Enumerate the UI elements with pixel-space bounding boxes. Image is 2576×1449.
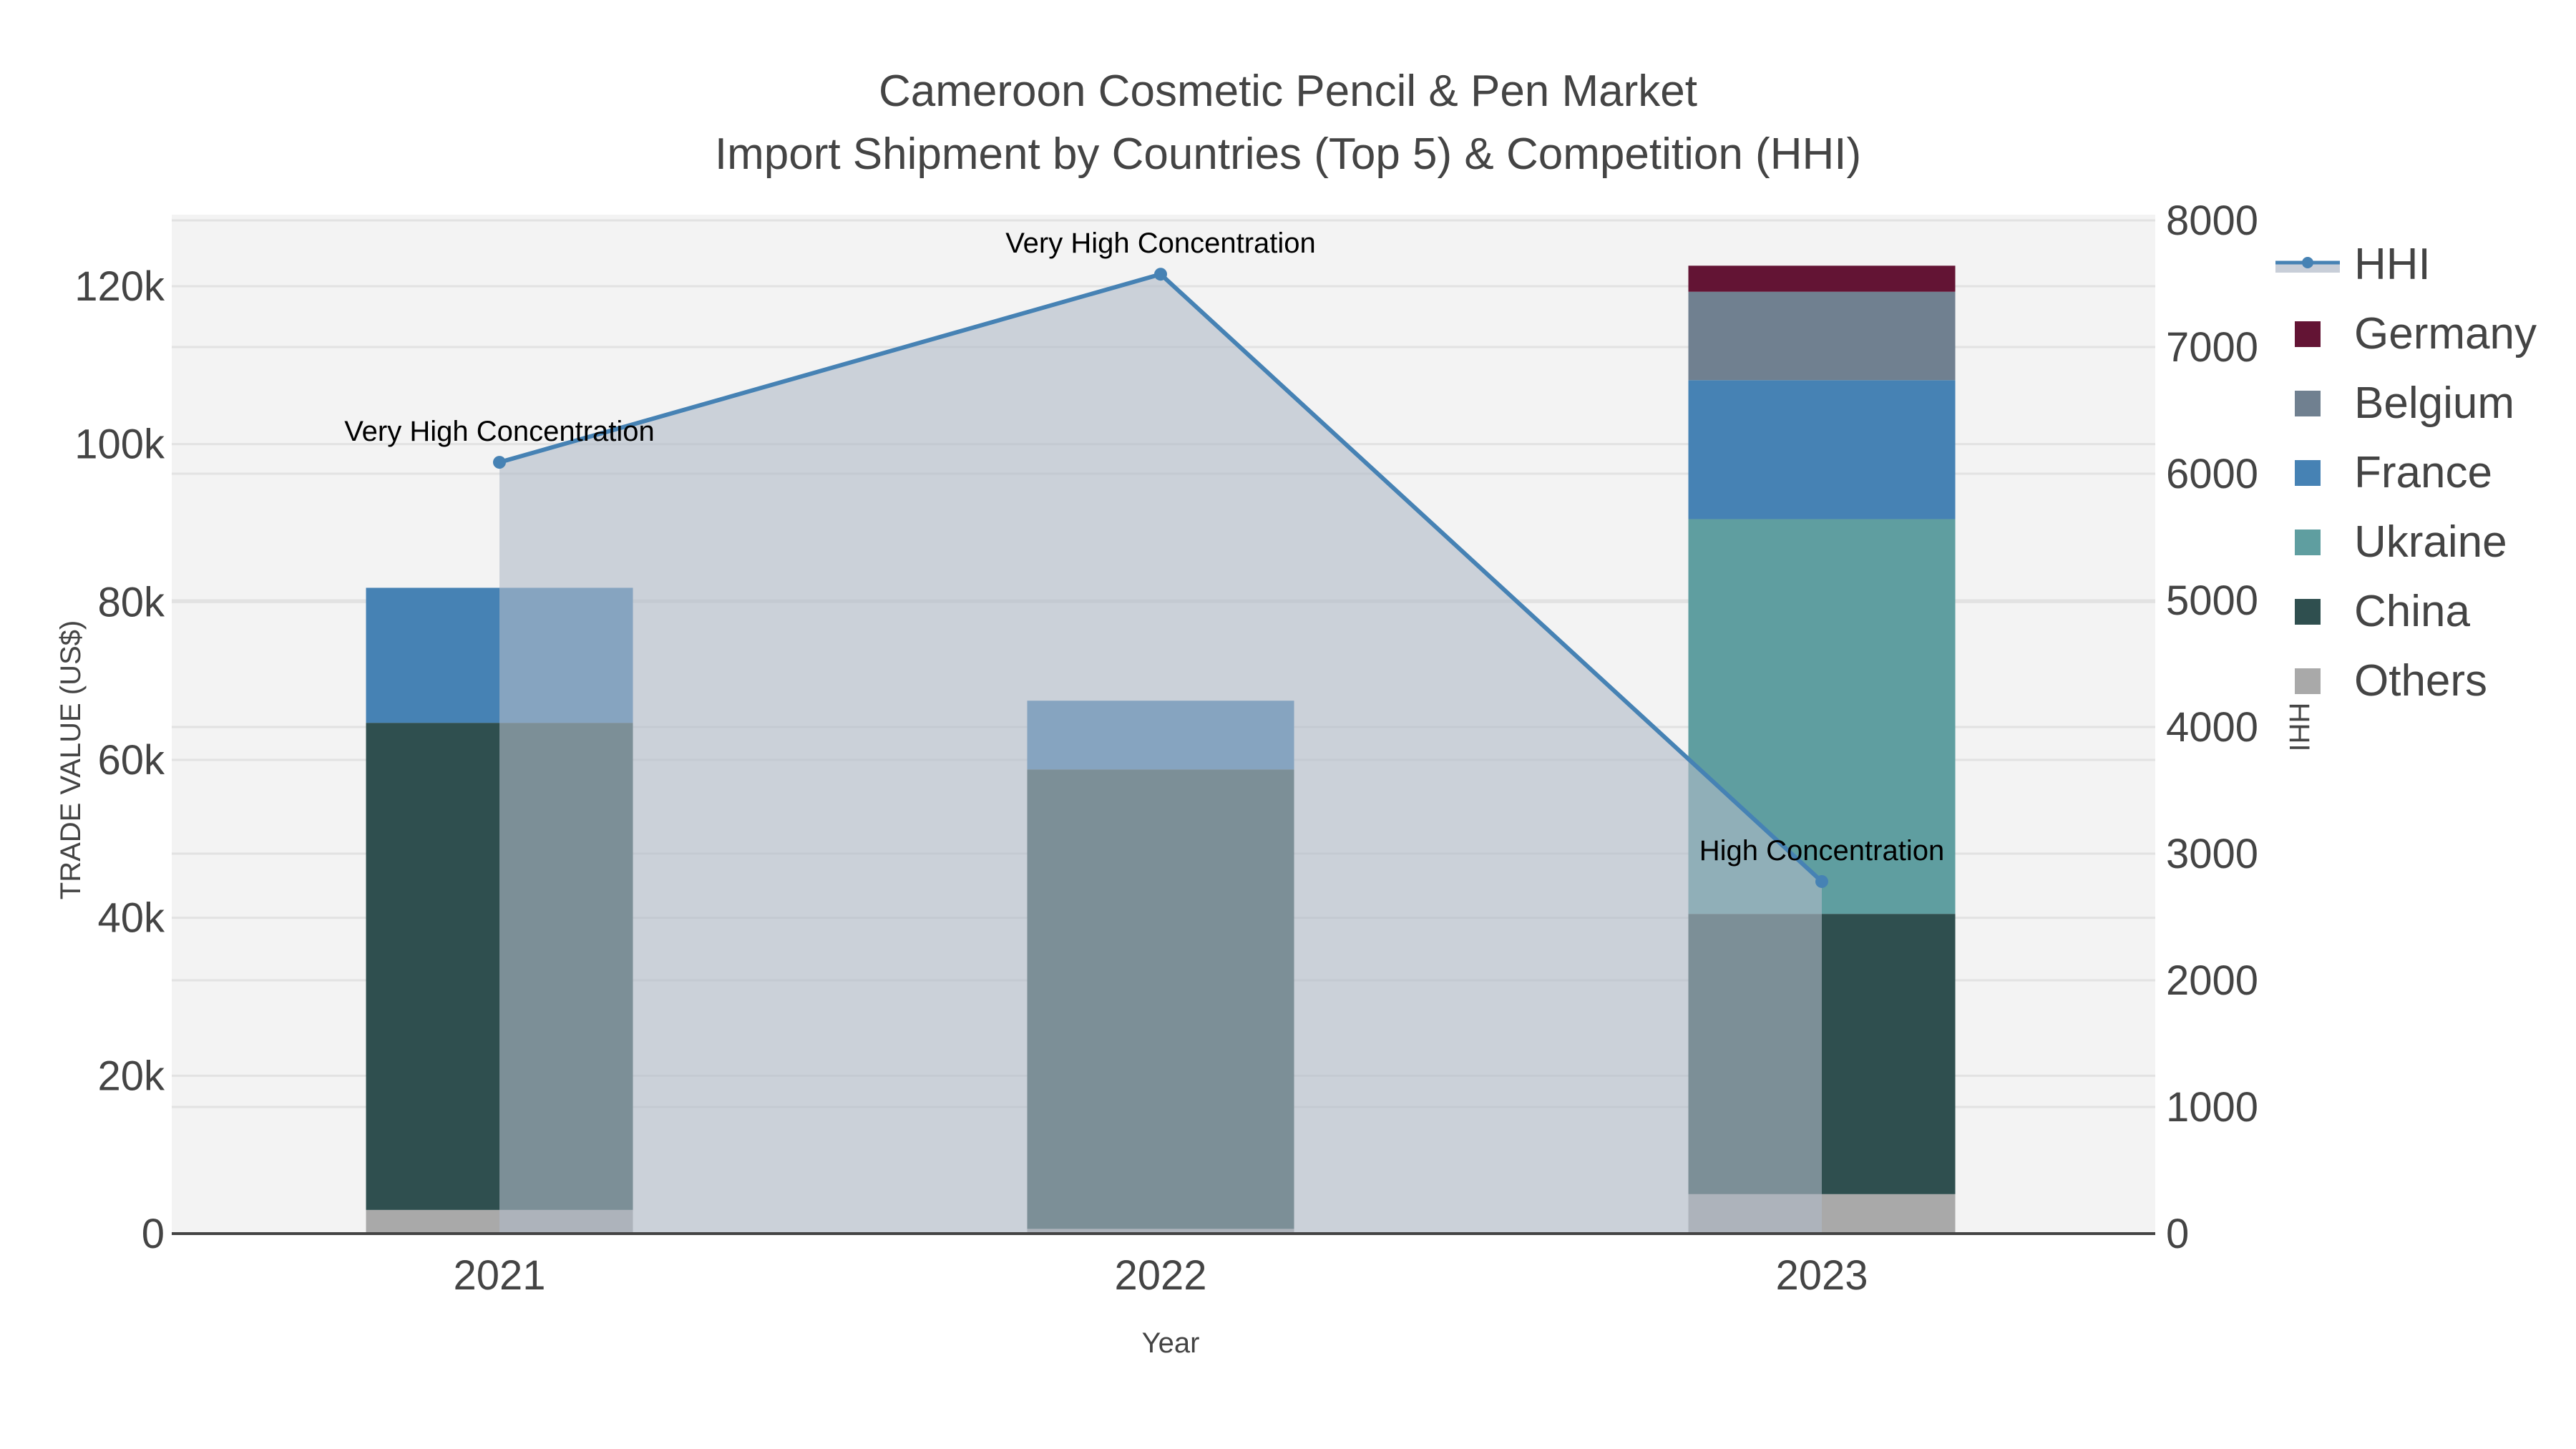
y-right-tick: 2000 — [2166, 957, 2258, 1004]
y-right-axis-title: HHI — [2283, 703, 2315, 752]
hhi-annotation: Very High Concentration — [1005, 228, 1316, 259]
legend-swatch-icon — [2295, 668, 2321, 694]
y-left-axis-title: TRADE VALUE (US$) — [55, 620, 87, 899]
y-right-tick: 8000 — [2166, 197, 2258, 244]
legend-label: HHI — [2354, 240, 2431, 289]
chart-title-line2: Import Shipment by Countries (Top 5) & C… — [714, 130, 1862, 179]
y-right-tick: 5000 — [2166, 577, 2258, 624]
y-right-tick: 7000 — [2166, 324, 2258, 371]
y-left-tick: 120k — [74, 263, 165, 310]
legend-swatch-icon — [2295, 460, 2321, 486]
hhi-annotation: High Concentration — [1699, 835, 1944, 867]
bar-segment-germany-2023[interactable] — [1688, 265, 1956, 292]
hhi-marker[interactable] — [1154, 268, 1167, 281]
legend-label: China — [2354, 587, 2470, 636]
x-tick: 2023 — [1775, 1252, 1868, 1299]
y-right-tick: 1000 — [2166, 1084, 2258, 1131]
y-left-tick: 100k — [74, 421, 165, 468]
y-left-tick: 60k — [97, 737, 165, 784]
y-left-tick: 80k — [97, 579, 165, 625]
legend-swatch-icon — [2295, 321, 2321, 347]
legend-label: Ukraine — [2354, 517, 2507, 567]
legend-label: France — [2354, 448, 2492, 497]
legend-label: Belgium — [2354, 379, 2514, 428]
x-tick: 2022 — [1114, 1252, 1206, 1299]
y-left-tick: 0 — [142, 1211, 165, 1257]
legend-label: Others — [2354, 656, 2488, 706]
bar-segment-belgium-2023[interactable] — [1688, 291, 1956, 381]
x-tick: 2021 — [453, 1252, 545, 1299]
y-right-tick: 0 — [2166, 1211, 2189, 1257]
hhi-area — [499, 274, 1822, 1234]
legend-label: Germany — [2354, 309, 2537, 358]
x-axis-title: Year — [1142, 1327, 1200, 1359]
y-right-tick: 3000 — [2166, 831, 2258, 877]
legend-swatch-icon — [2295, 391, 2321, 416]
legend-swatch-icon — [2295, 599, 2321, 625]
hhi-marker[interactable] — [1815, 874, 1828, 888]
legend-swatch-icon — [2295, 530, 2321, 555]
line-marker-icon — [2275, 253, 2340, 275]
y-left-tick: 20k — [97, 1053, 165, 1099]
hhi-annotation: Very High Concentration — [344, 416, 655, 447]
chart-title-line1: Cameroon Cosmetic Pencil & Pen Market — [878, 67, 1697, 116]
y-right-tick: 6000 — [2166, 451, 2258, 497]
y-left-tick: 40k — [97, 895, 165, 942]
hhi-marker[interactable] — [493, 456, 506, 469]
bar-segment-france-2023[interactable] — [1688, 380, 1956, 519]
y-right-tick: 4000 — [2166, 704, 2258, 751]
